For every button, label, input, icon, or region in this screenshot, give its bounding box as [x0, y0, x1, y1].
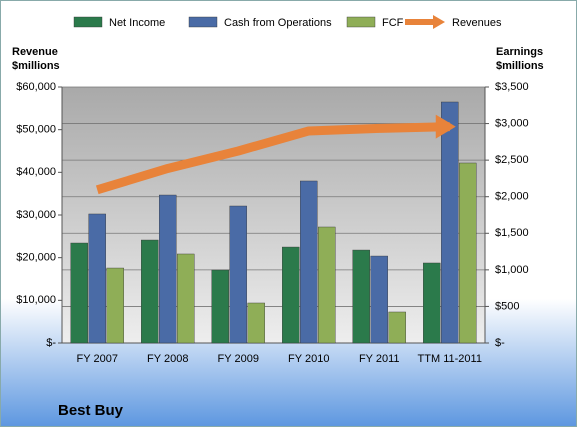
x-tick-label: FY 2011: [359, 353, 400, 365]
bar: [159, 194, 177, 344]
legend-swatch: [188, 16, 218, 28]
bar: [88, 213, 106, 344]
y2-tick-label: $3,500: [495, 81, 529, 93]
y-tick-label: $60,000: [16, 81, 56, 93]
bar: [352, 249, 370, 344]
y-tick-label: $50,000: [16, 124, 56, 136]
x-tick-label: FY 2009: [218, 353, 259, 365]
y2-tick-label: $500: [495, 300, 519, 312]
y2-tick-label: $-: [495, 337, 505, 349]
y-tick-label: $10,000: [16, 294, 56, 306]
y-tick-label: $20,000: [16, 252, 56, 264]
bar: [70, 242, 88, 344]
y-axis-title: $millions: [12, 60, 60, 72]
y2-tick-label: $3,000: [495, 117, 529, 129]
bar: [177, 253, 195, 344]
bar: [318, 226, 336, 344]
chart-title: Best Buy: [58, 402, 124, 419]
y2-axis-title: Earnings: [496, 46, 543, 58]
revenue-line: [95, 122, 450, 195]
legend-label: Revenues: [452, 17, 502, 29]
bar: [300, 180, 318, 344]
bar: [282, 246, 300, 344]
x-tick-label: FY 2008: [147, 353, 188, 365]
arrow-head: [435, 114, 456, 139]
y2-tick-label: $2,000: [495, 191, 529, 203]
bar: [211, 269, 229, 344]
bar: [441, 101, 459, 344]
legend-swatch: [346, 16, 376, 28]
x-tick-label: FY 2007: [77, 353, 118, 365]
legend-label: Cash from Operations: [224, 17, 332, 29]
bar: [459, 162, 477, 344]
bar: [388, 311, 406, 344]
x-tick-label: TTM 11-2011: [418, 353, 482, 365]
bar: [423, 262, 441, 344]
y-axis-title: Revenue: [12, 46, 58, 58]
bar: [229, 205, 247, 344]
y-tick-label: $30,000: [16, 209, 56, 221]
legend-label: FCF: [382, 17, 404, 29]
y2-tick-label: $2,500: [495, 154, 529, 166]
x-tick-label: FY 2010: [288, 353, 329, 365]
y2-tick-label: $1,000: [495, 264, 529, 276]
y2-tick-label: $1,500: [495, 227, 529, 239]
legend-label: Net Income: [109, 17, 165, 29]
bar: [370, 255, 388, 344]
legend-swatch: [73, 16, 103, 28]
bar: [106, 267, 124, 344]
y-tick-label: $-: [46, 337, 56, 349]
legend-swatch: [433, 15, 445, 29]
y2-axis-title: $millions: [496, 60, 544, 72]
y-tick-label: $40,000: [16, 166, 56, 178]
bar: [247, 302, 265, 344]
bar: [141, 239, 159, 344]
